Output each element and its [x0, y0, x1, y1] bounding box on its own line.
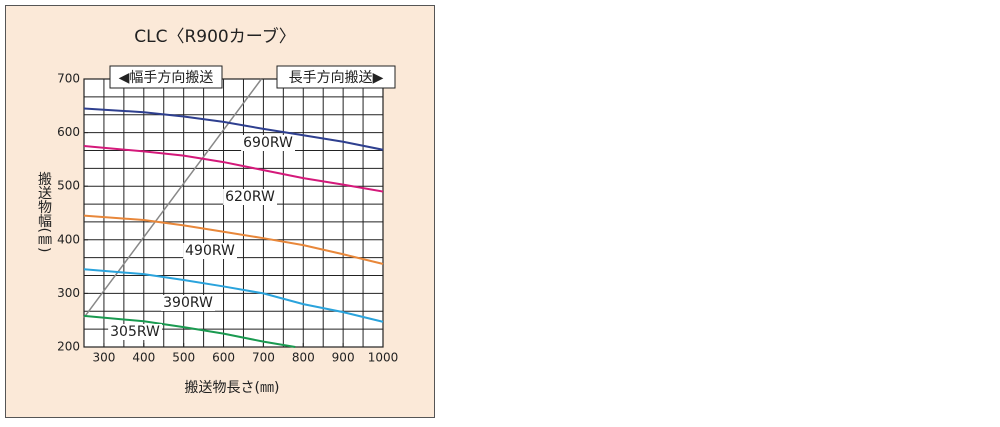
x-tick-label: 600	[212, 351, 235, 365]
x-tick-label: 300	[92, 351, 115, 365]
series-label-bg	[161, 295, 216, 311]
series-label: 390RW	[163, 295, 213, 311]
x-tick-label: 700	[252, 351, 275, 365]
annotation: ◀幅手方向搬送	[119, 70, 214, 86]
x-tick-label: 900	[332, 351, 355, 365]
series-label-bg	[108, 324, 163, 340]
series-label-bg	[241, 135, 296, 151]
boundary-line	[83, 78, 263, 318]
plot-area	[83, 78, 384, 348]
y-tick-label: 200	[57, 340, 80, 354]
y-tick-label: 400	[57, 232, 80, 246]
series-label: 490RW	[185, 243, 235, 259]
y-axis-label: 搬送物幅(㎜)	[36, 172, 52, 253]
series-line	[83, 214, 384, 265]
x-tick-label: 400	[132, 351, 155, 365]
x-axis-label: 搬送物長さ(㎜)	[185, 380, 280, 396]
series-label: 620RW	[225, 189, 275, 205]
y-tick-label: 300	[57, 286, 80, 300]
annotation: 長手方向搬送▶	[289, 70, 384, 86]
y-tick-label: 500	[57, 179, 80, 193]
series-label-bg	[183, 243, 238, 259]
x-tick-label: 1000	[368, 351, 399, 365]
series-line	[83, 268, 384, 323]
series-line	[83, 107, 384, 151]
annotation-box	[109, 65, 223, 89]
annotation-box	[276, 65, 396, 89]
series-line	[83, 314, 296, 348]
x-tick-label: 800	[292, 351, 315, 365]
series-label-bg	[223, 189, 278, 205]
series-line	[83, 145, 384, 193]
series-label: 305RW	[110, 324, 160, 340]
x-tick-label: 500	[172, 351, 195, 365]
y-tick-label: 700	[57, 72, 80, 86]
y-tick-label: 600	[57, 125, 80, 139]
chart-title: CLC〈R900カーブ〉	[134, 26, 295, 47]
series-label: 690RW	[243, 135, 293, 151]
